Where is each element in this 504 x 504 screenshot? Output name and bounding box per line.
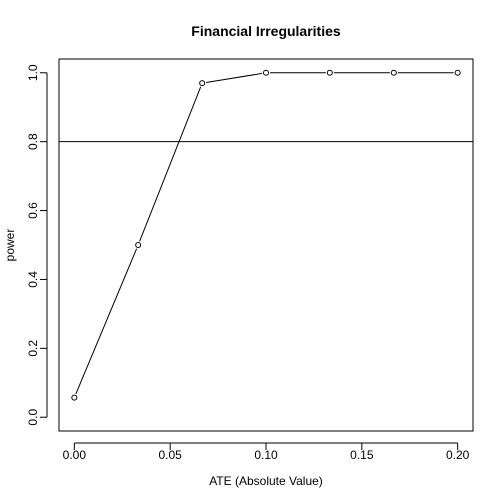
plot-frame [59,59,473,431]
x-tick-label: 0.15 [350,448,374,462]
data-point [327,70,332,75]
x-axis-label: ATE (Absolute Value) [209,474,323,488]
series-line-segment [76,249,137,394]
y-tick-label: 0.2 [26,340,40,357]
y-tick-label: 0.0 [26,409,40,426]
data-point [72,395,77,400]
y-tick-label: 0.6 [26,202,40,219]
chart-title: Financial Irregularities [191,23,341,39]
series-layer [72,70,460,400]
x-tick-label: 0.10 [254,448,278,462]
y-tick-label: 0.8 [26,133,40,150]
x-tick-label: 0.00 [63,448,87,462]
x-tick-label: 0.05 [158,448,182,462]
y-axis-label: power [3,229,17,262]
y-tick-label: 0.4 [26,271,40,288]
y-axis: 0.0 0.2 0.4 0.6 0.8 1.0 [26,64,47,425]
data-point [391,70,396,75]
data-point [264,70,269,75]
x-axis: 0.00 0.05 0.10 0.15 0.20 [63,443,470,462]
series-line-segment [140,87,201,241]
series-line-segment [206,73,262,82]
data-point [455,70,460,75]
x-tick-label: 0.20 [446,448,470,462]
y-tick-label: 1.0 [26,64,40,81]
data-point [136,243,141,248]
data-point [200,81,205,86]
